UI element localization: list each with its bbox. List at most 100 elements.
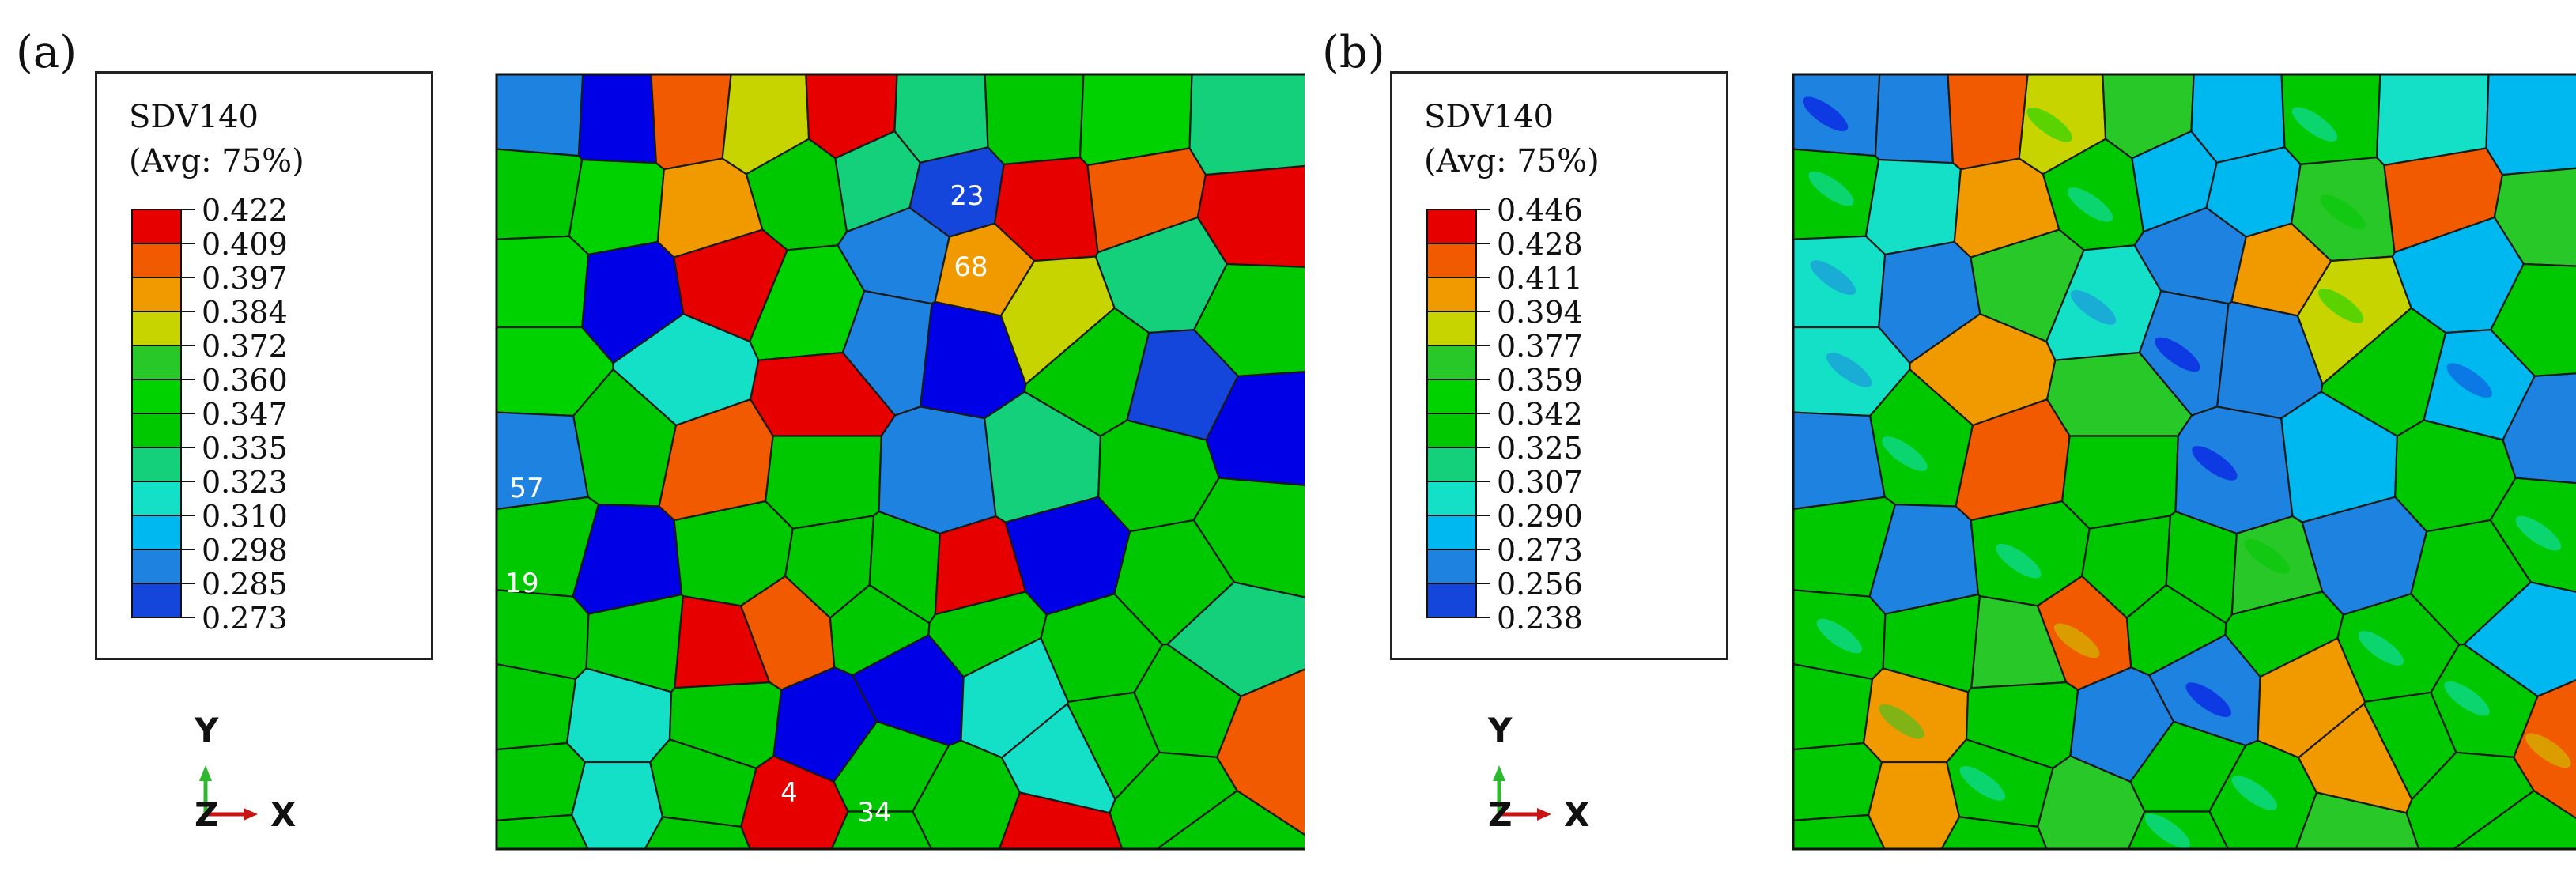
colorbar-tick-label: 0.397 (202, 261, 288, 296)
colorbar-tick-label: 0.372 (202, 329, 288, 364)
colorbar-tick-label: 0.422 (202, 193, 288, 228)
y-axis-arrowhead (1493, 765, 1505, 781)
grain-cell (985, 74, 1084, 164)
colorbar-tick-label: 0.411 (1497, 261, 1583, 296)
y-axis-label: Y (1487, 711, 1513, 749)
panel-b-axis-triad: Y Z X (1475, 704, 1634, 854)
colorbar-band (1427, 277, 1476, 311)
colorbar-band (132, 379, 181, 413)
grain-cell (497, 590, 588, 679)
panel-a-axis-triad: Y Z X (182, 704, 340, 854)
grain-cell (579, 74, 656, 163)
grain-cell (2487, 74, 2576, 175)
grain-number-label: 68 (954, 251, 988, 283)
panel-b-colorbar: 0.4460.4280.4110.3940.3770.3590.3420.325… (1392, 74, 1731, 662)
colorbar-band (1427, 413, 1476, 447)
colorbar-band (132, 583, 181, 617)
colorbar-tick-label: 0.325 (1497, 431, 1583, 466)
y-axis-label: Y (194, 711, 219, 749)
colorbar-tick-label: 0.310 (202, 499, 288, 534)
colorbar-tick-label: 0.307 (1497, 465, 1583, 500)
grain-cell (497, 743, 585, 821)
colorbar-band (1427, 379, 1476, 413)
colorbar-tick-label: 0.273 (1497, 533, 1583, 568)
colorbar-band (132, 481, 181, 515)
colorbar-band (1427, 447, 1476, 481)
colorbar-band (1427, 549, 1476, 583)
colorbar-band (132, 447, 181, 481)
grain-cell (1793, 664, 1872, 749)
colorbar-tick-label: 0.384 (202, 295, 288, 330)
grain-cell (572, 762, 663, 849)
colorbar-tick-label: 0.342 (1497, 397, 1583, 432)
colorbar-tick-label: 0.238 (1497, 601, 1583, 636)
grain-number-label: 19 (504, 568, 538, 599)
grain-cell (497, 815, 588, 849)
colorbar-tick-label: 0.347 (202, 397, 288, 432)
panel-b-label: (b) (1322, 27, 1385, 78)
grain-cell (1793, 743, 1882, 821)
grain-number-label: 34 (857, 797, 891, 828)
colorbar-band (132, 277, 181, 311)
colorbar-band (132, 515, 181, 549)
colorbar-band (132, 413, 181, 447)
colorbar-band (1427, 209, 1476, 243)
grain-cell (1793, 815, 1885, 849)
colorbar-tick-label: 0.256 (1497, 567, 1583, 602)
panel-a-grain-map: 23 68 57 19 4 34 (495, 73, 1305, 887)
colorbar-band (1427, 515, 1476, 549)
grain-number-label: 57 (509, 473, 543, 504)
grain-cell (497, 149, 582, 240)
colorbar-band (132, 243, 181, 277)
colorbar-band (132, 345, 181, 379)
y-axis-arrowhead (199, 765, 212, 781)
z-axis-label: Z (1488, 795, 1512, 834)
colorbar-band (132, 209, 181, 243)
colorbar-tick-label: 0.335 (202, 431, 288, 466)
colorbar-tick-label: 0.394 (1497, 295, 1583, 330)
x-axis-label: X (270, 795, 296, 834)
panel-a-label: (a) (16, 27, 77, 78)
grain-cell (1793, 413, 1885, 509)
grain-cell (652, 74, 731, 169)
colorbar-band (1427, 345, 1476, 379)
grain-cell (1190, 74, 1305, 175)
colorbar-band (1427, 243, 1476, 277)
grain-cell (1868, 762, 1959, 849)
colorbar-band (1427, 481, 1476, 515)
colorbar-tick-label: 0.285 (202, 567, 288, 602)
grain-cell (765, 436, 882, 529)
colorbar-band (132, 549, 181, 583)
grain-cell (497, 664, 576, 749)
colorbar-tick-label: 0.273 (202, 601, 288, 636)
colorbar-tick-label: 0.360 (202, 363, 288, 398)
grain-cell (569, 160, 664, 255)
grain-number-label: 4 (780, 777, 798, 809)
colorbar-band (1427, 583, 1476, 617)
panel-a-colorbar: 0.4220.4090.3970.3840.3720.3600.3470.335… (97, 74, 436, 662)
colorbar-tick-label: 0.290 (1497, 499, 1583, 534)
grain-cell (2062, 436, 2178, 529)
colorbar-tick-label: 0.377 (1497, 329, 1583, 364)
x-axis-label: X (1564, 795, 1589, 834)
colorbar-band (132, 311, 181, 345)
colorbar-tick-label: 0.359 (1497, 363, 1583, 398)
x-axis-arrowhead (1537, 808, 1551, 821)
grain-cell (1875, 74, 1953, 163)
grain-number-label: 23 (950, 180, 984, 212)
z-axis-label: Z (195, 795, 218, 834)
colorbar-tick-label: 0.323 (202, 465, 288, 500)
colorbar-band (1427, 311, 1476, 345)
colorbar-tick-label: 0.446 (1497, 193, 1583, 228)
grain-cell (879, 406, 996, 534)
grain-cell (497, 236, 588, 327)
x-axis-arrowhead (244, 808, 258, 821)
grain-cell (1948, 74, 2028, 169)
panel-b-grain-map (1792, 73, 2576, 887)
colorbar-tick-label: 0.428 (1497, 227, 1583, 262)
colorbar-tick-label: 0.298 (202, 533, 288, 568)
grain-cell (1866, 160, 1961, 255)
colorbar-tick-label: 0.409 (202, 227, 288, 262)
